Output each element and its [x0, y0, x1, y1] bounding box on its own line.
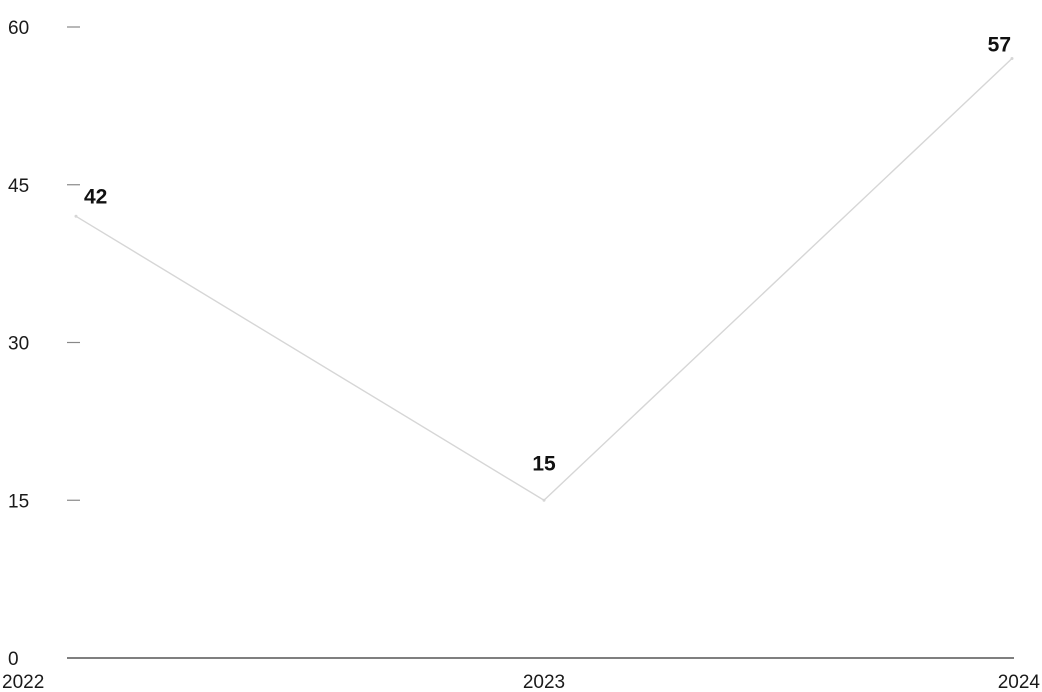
series-line	[75, 58, 1013, 502]
data-point	[1010, 57, 1014, 61]
y-tick-label: 60	[8, 18, 29, 39]
data-point	[542, 498, 546, 502]
y-tick-label: 30	[8, 334, 29, 355]
data-point	[74, 214, 78, 218]
x-tick-label: 2024	[998, 672, 1041, 692]
y-tick-label: 0	[8, 649, 19, 670]
x-tick-label: 2022	[2, 672, 44, 692]
data-label: 15	[532, 452, 556, 475]
x-tick-label: 2023	[523, 672, 565, 692]
data-label: 57	[988, 34, 1011, 57]
y-tick-label: 15	[8, 491, 29, 512]
data-label: 42	[84, 185, 107, 208]
y-tick-label: 45	[8, 176, 29, 197]
